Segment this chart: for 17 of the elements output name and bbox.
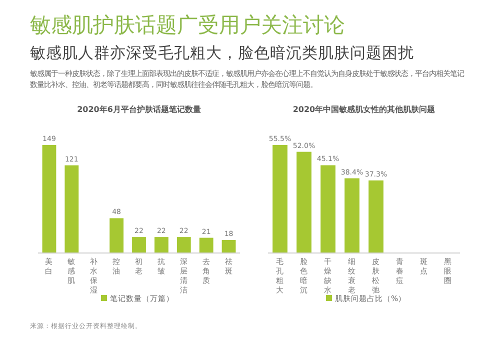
bar — [199, 238, 214, 253]
bar — [64, 165, 79, 253]
chart-title: 2020年6月平台护肤话题笔记数量 — [77, 104, 201, 114]
bar — [110, 218, 124, 253]
bar — [222, 240, 236, 253]
bar — [272, 145, 288, 253]
bar — [176, 237, 191, 253]
bar — [344, 178, 360, 253]
bar — [320, 165, 336, 253]
text: 敏感肌人群亦深受毛孔粗大，脸色暗沉类肌肤问题困扰 — [30, 44, 414, 62]
bar — [42, 145, 56, 253]
bar — [132, 237, 146, 253]
bar — [368, 180, 384, 253]
text: 敏感肌护肤话题广受用户关注讨论 — [30, 13, 345, 37]
bar — [154, 237, 168, 253]
bar — [296, 152, 312, 253]
chart-title: 2020年中国敏感肌女性的其他肌肤问题 — [292, 105, 436, 114]
